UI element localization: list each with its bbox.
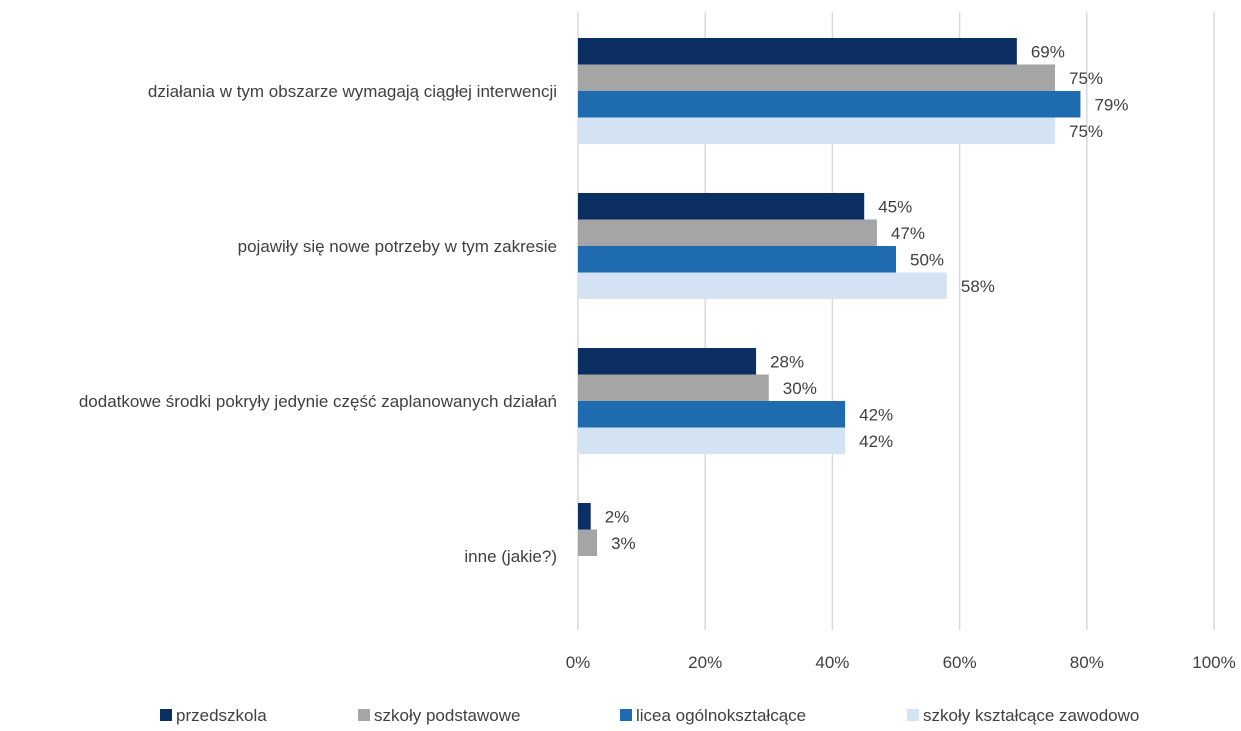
- legend: przedszkola szkoły podstawowe licea ogólno…: [160, 706, 1139, 725]
- bar: [578, 529, 598, 556]
- data-label: 3%: [611, 534, 636, 553]
- bar: [578, 117, 1055, 144]
- data-label: 2%: [605, 507, 630, 526]
- data-label: 79%: [1094, 95, 1128, 114]
- category-label: działania w tym obszarze wymagają ciągłe…: [148, 82, 557, 101]
- data-label: 42%: [859, 432, 893, 451]
- bar: [578, 503, 591, 530]
- data-label: 50%: [910, 250, 944, 269]
- legend-label: szkoły kształcące zawodowo: [923, 706, 1139, 725]
- bar: [578, 401, 846, 428]
- bar: [578, 193, 865, 220]
- value-labels: 69%75%79%75%45%47%50%58%28%30%42%42%2%3%: [605, 42, 1129, 553]
- category-label: dodatkowe środki pokryły jedynie część z…: [79, 392, 557, 411]
- data-label: 47%: [891, 224, 925, 243]
- bar: [578, 272, 947, 299]
- bars: [578, 38, 1081, 556]
- legend-label: przedszkola: [176, 706, 267, 725]
- legend-swatch: [160, 709, 172, 721]
- legend-swatch: [620, 709, 632, 721]
- data-label: 75%: [1069, 122, 1103, 141]
- legend-swatch: [907, 709, 919, 721]
- category-labels: działania w tym obszarze wymagają ciągłe…: [79, 82, 557, 566]
- x-tick-label: 0%: [566, 653, 591, 672]
- data-label: 75%: [1069, 69, 1103, 88]
- data-label: 28%: [770, 352, 804, 371]
- legend-label: szkoły podstawowe: [374, 706, 520, 725]
- data-label: 42%: [859, 405, 893, 424]
- x-tick-label: 100%: [1192, 653, 1235, 672]
- bar: [578, 219, 877, 246]
- bar: [578, 64, 1055, 91]
- bar: [578, 91, 1081, 118]
- data-label: 45%: [878, 197, 912, 216]
- bar: [578, 348, 757, 375]
- x-axis-tick-labels: 0% 20% 40% 60% 80% 100%: [566, 653, 1236, 672]
- x-tick-label: 40%: [815, 653, 849, 672]
- data-label: 69%: [1031, 42, 1065, 61]
- bar: [578, 246, 896, 273]
- bar: [578, 38, 1017, 65]
- bar: [578, 374, 769, 401]
- x-tick-label: 80%: [1070, 653, 1104, 672]
- data-label: 30%: [783, 379, 817, 398]
- bar: [578, 427, 846, 454]
- x-tick-label: 60%: [943, 653, 977, 672]
- category-label: inne (jakie?): [464, 547, 557, 566]
- legend-swatch: [358, 709, 370, 721]
- legend-label: licea ogólnokształcące: [636, 706, 806, 725]
- category-label: pojawiły się nowe potrzeby w tym zakresi…: [238, 237, 557, 256]
- data-label: 58%: [961, 277, 995, 296]
- x-tick-label: 20%: [688, 653, 722, 672]
